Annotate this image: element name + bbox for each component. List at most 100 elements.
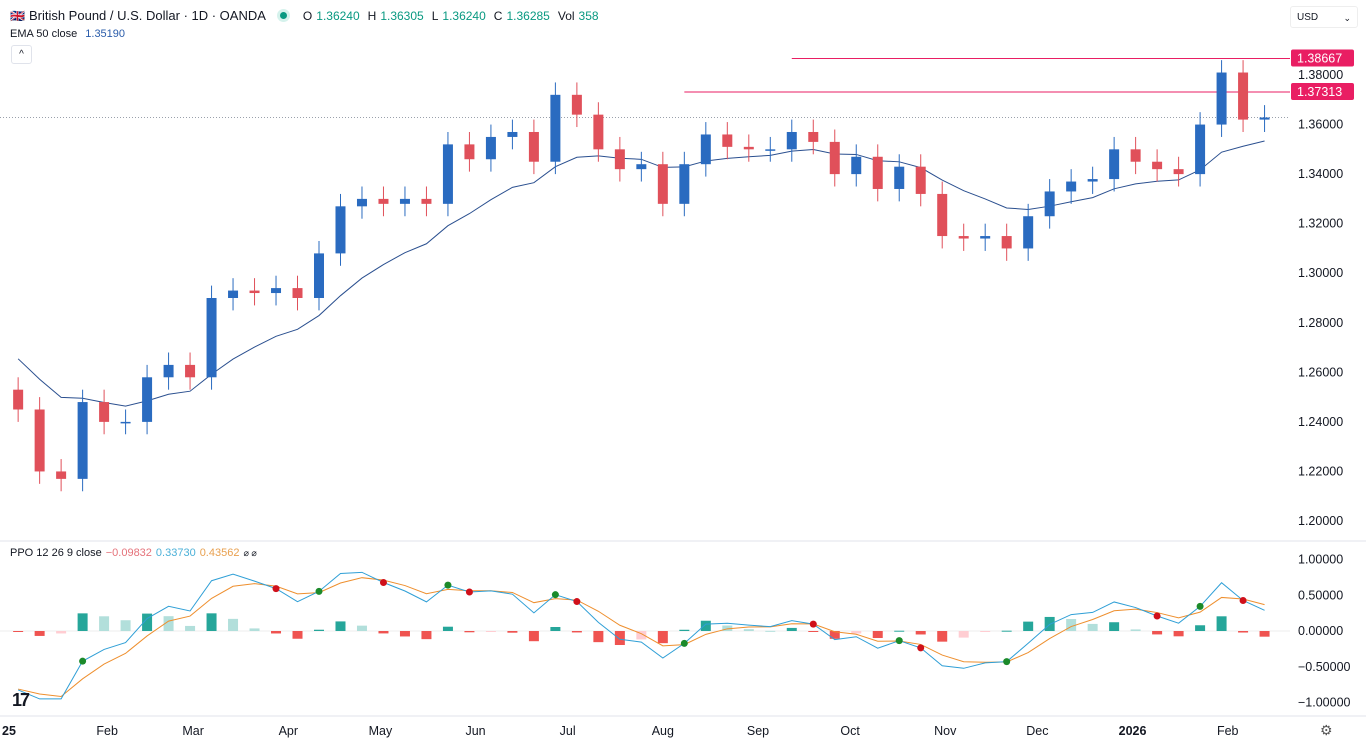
- ppo-histogram-bar: [958, 631, 969, 638]
- candle-up: [1216, 72, 1227, 125]
- ppo-histogram-bar: [700, 620, 711, 631]
- ppo-histogram-bar: [915, 631, 926, 635]
- ppo-histogram-bar: [421, 631, 432, 640]
- price-level-badge: [1291, 83, 1354, 101]
- time-tick-label: Nov: [934, 724, 957, 738]
- collapse-legend-button[interactable]: ^: [11, 45, 32, 64]
- price-tick-label: 1.24000: [1298, 415, 1343, 429]
- price-axis[interactable]: 1.20000 1.22000 1.24000 1.26000 1.28000 1.300…: [1298, 68, 1343, 528]
- time-tick-label: Sep: [747, 724, 769, 738]
- ppo-histogram-bar: [185, 625, 196, 631]
- time-axis[interactable]: 25 Feb Mar Apr May Jun Jul Aug Sep Oct Nov Dec 2026 F…: [2, 724, 1239, 738]
- candle-down: [614, 149, 625, 170]
- bearish-cross-dot: [809, 620, 817, 628]
- ppo-histogram-bar: [636, 631, 647, 640]
- candle-down: [34, 409, 45, 472]
- bearish-cross-dot: [1239, 596, 1247, 604]
- ppo-histogram-bar: [56, 631, 67, 634]
- ppo-tick-label: 0.00000: [1298, 624, 1343, 638]
- candle-up: [399, 198, 410, 204]
- volume-value: 358: [578, 8, 599, 23]
- ppo-histogram-bar: [1087, 623, 1098, 631]
- candle-down: [743, 146, 754, 150]
- candle-up: [77, 402, 88, 479]
- ppo-histogram-bar: [1173, 631, 1184, 637]
- currency-value: USD: [1297, 12, 1319, 23]
- open-label: O: [302, 8, 313, 23]
- candle-up: [765, 149, 776, 151]
- candle-up: [851, 156, 862, 175]
- candle-down: [829, 141, 840, 175]
- ppo-histogram-bar: [571, 631, 582, 633]
- candle-down: [571, 94, 582, 115]
- bullish-cross-dot: [680, 639, 688, 647]
- candle-up: [700, 134, 711, 165]
- hidden-values-icon: ⌀ ⌀: [243, 547, 257, 558]
- ppo-histogram-bar: [786, 627, 797, 631]
- symbol-title[interactable]: British Pound / U.S. Dollar · 1D · OANDA: [28, 8, 266, 23]
- ppo-histogram-bar: [34, 631, 45, 636]
- gbp-usd-flag-icon: 🇬🇧: [10, 8, 25, 23]
- ppo-histogram-bar: [163, 616, 174, 631]
- ppo-histogram-bar: [937, 631, 948, 642]
- candle-down: [56, 471, 67, 479]
- candle-up: [271, 288, 282, 294]
- ppo-histogram-bar: [249, 628, 260, 631]
- candle-down: [292, 288, 303, 298]
- candle-down: [1130, 149, 1141, 162]
- ppo-histogram-bar: [528, 631, 539, 642]
- price-tick-label: 1.34000: [1298, 167, 1343, 181]
- currency-select[interactable]: USD ⌄: [1290, 6, 1358, 28]
- ppo-histogram-bar: [1023, 621, 1034, 631]
- ppo-histogram-bar: [206, 613, 217, 631]
- chevron-down-icon: ⌄: [1343, 13, 1351, 23]
- ppo-histogram-bar: [356, 625, 367, 631]
- price-level-labels: 1.38667 1.37313: [1291, 49, 1354, 101]
- tradingview-logo[interactable]: 17: [12, 690, 30, 710]
- ppo-histogram-bar: [1109, 622, 1120, 631]
- candle-up: [206, 298, 217, 378]
- bearish-cross-dot: [465, 588, 473, 596]
- candle-up: [442, 144, 453, 204]
- ppo-legend[interactable]: PPO 12 26 9 close −0.09832 0.33730 0.435…: [10, 547, 257, 559]
- ppo-signal-value: 0.43562: [199, 547, 240, 559]
- ppo-histogram-bar: [292, 631, 303, 639]
- time-tick-label: Aug: [652, 724, 674, 738]
- close-label: C: [493, 8, 503, 23]
- candle-down: [185, 364, 196, 378]
- time-tick-label: May: [369, 724, 393, 738]
- price-tick-label: 1.22000: [1298, 464, 1343, 478]
- candle-up: [163, 364, 174, 378]
- candle-up: [980, 236, 991, 239]
- ppo-histogram-bar: [679, 629, 690, 631]
- volume-label: Vol: [557, 8, 575, 23]
- ppo-histogram-bar: [142, 613, 153, 631]
- candle-down: [1152, 161, 1163, 170]
- bullish-cross-dot: [1003, 658, 1011, 666]
- candle-up: [1259, 117, 1270, 120]
- ppo-tick-label: 1.00000: [1298, 553, 1343, 567]
- ppo-histogram-bar: [120, 620, 131, 631]
- ppo-axis[interactable]: 1.00000 0.50000 0.00000 −0.50000 −1.00000: [1298, 553, 1351, 710]
- ppo-tick-label: −1.00000: [1298, 696, 1351, 710]
- symbol-legend[interactable]: 🇬🇧 British Pound / U.S. Dollar · 1D · OA…: [10, 8, 599, 23]
- gear-icon[interactable]: ⚙: [1320, 722, 1333, 738]
- bullish-cross-dot: [895, 637, 903, 645]
- price-tick-label: 1.38000: [1298, 68, 1343, 82]
- candle-down: [13, 389, 24, 410]
- ppo-pane: [0, 571, 1290, 700]
- bullish-cross-dot: [444, 581, 452, 589]
- candle-down: [378, 198, 389, 204]
- candle-up: [1087, 179, 1098, 182]
- ppo-histogram-bar: [13, 631, 24, 632]
- candle-up: [314, 253, 324, 298]
- candle-down: [958, 236, 969, 239]
- ppo-histogram-bar: [743, 629, 754, 631]
- ppo-label: PPO 12 26 9 close: [10, 547, 102, 559]
- ema-legend[interactable]: EMA 50 close 1.35190: [10, 28, 125, 40]
- candle-down: [872, 156, 883, 189]
- bullish-cross-dot: [1196, 602, 1204, 610]
- bearish-cross-dot: [917, 644, 925, 652]
- ppo-histogram-bar: [335, 621, 346, 631]
